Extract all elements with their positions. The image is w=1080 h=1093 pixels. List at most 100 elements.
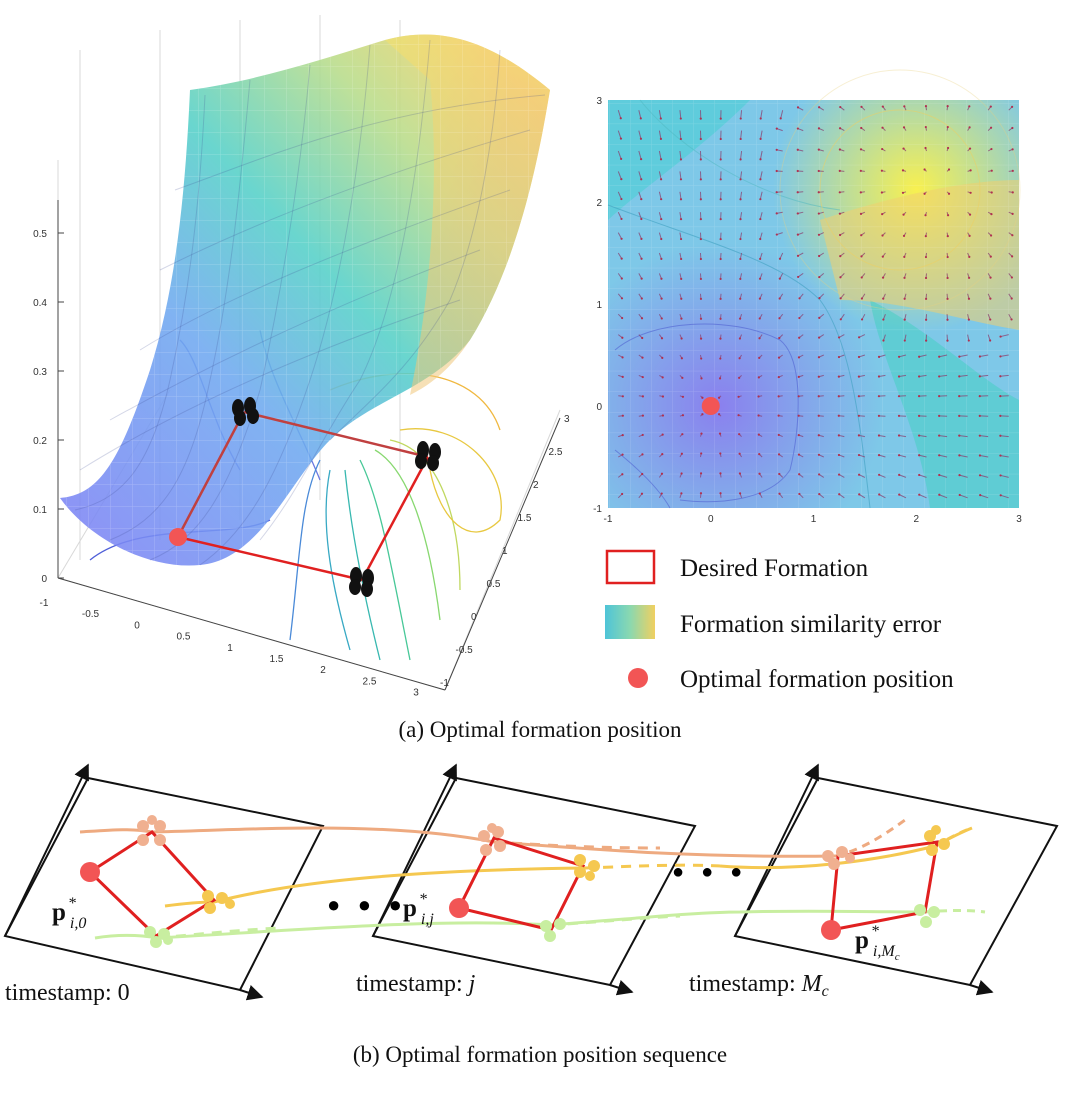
x-tick-label: 0.5 [177,632,191,643]
gradient-arrow-head [918,434,921,437]
gradient-arrow-head [679,158,683,161]
gradient-arrow-head [901,191,905,194]
gradient-arrow-head [738,492,742,495]
gradient-arrow-head [924,146,927,150]
x-tick-label: 1 [227,643,233,654]
gradient-arrow-head [640,237,643,240]
gradient-arrow-head [938,395,941,398]
gradient-arrow [679,212,682,220]
gradient-arrow-head [958,474,961,477]
gradient-arrow-head [999,335,1002,338]
gradient-arrow-head [1011,191,1014,194]
gradient-arrow-head [796,212,799,215]
gradient-arrow-head [878,473,881,476]
gradient-arrow-head [817,356,821,359]
gradient-arrow-head [860,234,863,237]
gradient-arrow-head [946,125,949,129]
y-tick-label: 1 [502,546,508,557]
gradient-arrow-head [680,472,683,475]
gradient-arrow-head [897,454,901,457]
gradient-arrow-head [1011,105,1014,108]
gradient-arrow-head [818,336,821,339]
gradient-arrow-head [719,472,722,475]
gradient-arrow-head [877,414,881,417]
gradient-arrow [740,171,743,180]
gradient-arrow-head [918,454,921,457]
gradient-arrow-head [738,472,742,475]
gradient-arrow-head [818,316,821,319]
gradient-arrow-head [903,339,906,342]
gradient-arrow-head [968,234,971,237]
gradient-arrow-head [924,255,928,259]
gradient-arrow [979,374,989,377]
x-tick-label: 2.5 [363,676,377,687]
timestamp-label-j: timestamp: j [356,971,476,997]
gradient-arrow-head [881,213,884,216]
gradient-arrow-head [798,336,801,339]
gradient-arrow-head [903,255,906,258]
gradient-arrow-head [946,255,949,259]
gradient-arrow-head [699,237,702,241]
gradient-arrow-head [699,257,702,261]
heatmap-plot: -1 0 1 2 3 3 2 1 0 -1 [593,69,1022,525]
heatmap-x-tick: 0 [708,514,714,525]
gradient-arrow-head [777,375,780,379]
gradient-arrow-head [620,257,623,260]
gradient-arrow [939,435,948,438]
y-tick-label: 2.5 [549,447,563,458]
gradient-arrow-head [978,375,981,378]
gradient-arrow-head [680,492,683,495]
sequence-panels: p * i,0 p * i,j p * i,Mc ● ● ● ● ● ● timestamp… [3,763,1059,1006]
gradient-arrow [760,130,763,139]
gradient-arrow-head [798,473,801,476]
gradient-arrow-head [999,414,1002,418]
gradient-arrow-head [621,336,624,339]
gradient-arrow-head [989,234,993,237]
gradient-arrow [638,150,642,160]
gradient-arrow-head [719,117,722,120]
gradient-arrow-head [902,126,906,129]
timestamp-panel-mc [733,763,1059,996]
gradient-arrow [878,494,886,499]
gradient-arrow [679,110,682,119]
gradient-arrow-head [978,414,981,417]
gradient-arrow-head [958,434,961,437]
gradient-arrow-head [640,198,643,201]
gradient-arrow-head [938,493,941,496]
gradient-arrow-head [661,453,664,456]
gradient-arrow-head [660,257,663,260]
gradient-arrow-head [777,453,781,456]
gradient-arrow-head [818,106,821,109]
gradient-arrow-head [775,169,778,173]
gradient-arrow-head [938,473,941,477]
gradient-arrow-head [639,117,642,120]
gradient-arrow-head [777,433,780,437]
gradient-arrow-head [924,276,928,280]
gradient-arrow-head [838,148,841,151]
gradient-arrow-head [1011,126,1014,130]
gradient-arrow-head [989,339,992,342]
y-tick-label: 2 [533,480,539,491]
gradient-arrow-head [660,237,663,241]
gradient-arrow-head [681,376,684,379]
drone-marker [349,567,374,597]
gradient-arrow-head [859,212,863,215]
heatmap-x-tick: 3 [1016,514,1022,525]
gradient-arrow [898,354,907,358]
gradient-arrow-head [999,355,1002,358]
gradient-arrow-head [621,492,624,496]
gradient-arrow-head [680,317,683,320]
gradient-arrow [780,110,784,119]
gradient-arrow-head [699,137,702,141]
gradient-arrow-head [897,355,901,358]
gradient-arrow [898,374,907,377]
gradient-arrow-head [641,356,644,359]
gradient-arrow-head [946,318,949,321]
gradient-arrow [658,171,662,180]
gradient-arrow [759,171,763,180]
gradient-arrow-head [837,395,840,398]
gradient-arrow-head [903,276,906,279]
gradient-arrow-head [739,158,742,161]
gradient-arrow-head [897,434,901,437]
gradient-arrow-head [621,356,624,359]
